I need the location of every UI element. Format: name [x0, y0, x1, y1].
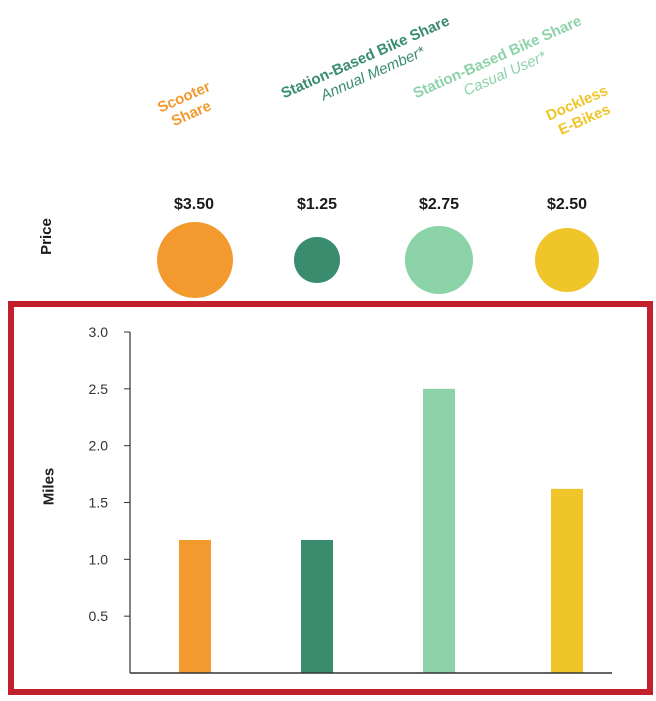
bar-4 [551, 488, 583, 673]
price-bubble [405, 226, 473, 294]
y-tick-label: 0.5 [89, 608, 109, 624]
bar-3 [423, 388, 455, 673]
price-bubble [534, 227, 600, 293]
y-tick-label: 3.0 [89, 324, 109, 340]
price-label: $3.50 [173, 196, 215, 213]
y-tick-label: 2.5 [89, 381, 109, 397]
price-label: $1.25 [296, 196, 338, 213]
price-bubble [294, 237, 340, 283]
y-tick-label: 2.0 [89, 438, 109, 454]
y-tick-label: 1.0 [89, 551, 109, 567]
price-label: $2.75 [418, 196, 460, 213]
y-tick-label: 1.5 [89, 495, 109, 511]
bar-1 [179, 540, 211, 673]
price-label: $2.50 [546, 196, 588, 213]
price-bubble [157, 222, 233, 298]
bar-2 [301, 540, 333, 673]
highlight-frame [8, 301, 653, 695]
